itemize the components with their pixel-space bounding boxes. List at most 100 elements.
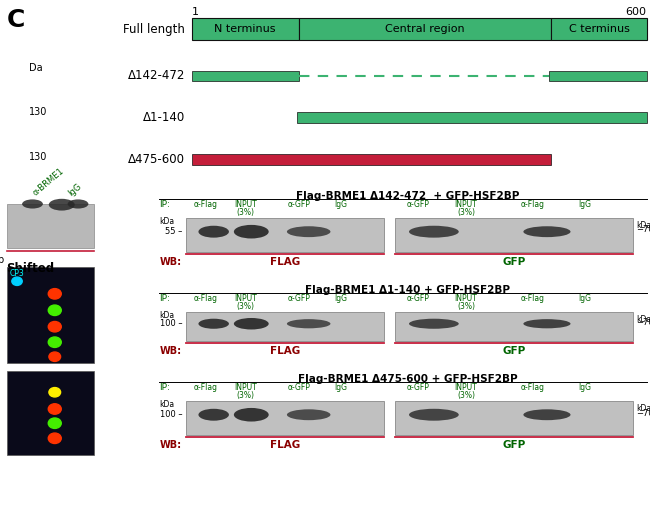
- Ellipse shape: [287, 319, 330, 328]
- Text: INPUT
(3%): INPUT (3%): [234, 294, 257, 311]
- Ellipse shape: [198, 409, 229, 420]
- Text: 1: 1: [192, 7, 199, 17]
- Text: Full length: Full length: [124, 23, 185, 36]
- Text: Δ475-600: Δ475-600: [128, 153, 185, 166]
- Text: kDa: kDa: [159, 400, 174, 408]
- Text: N terminus: N terminus: [214, 24, 276, 35]
- Ellipse shape: [68, 199, 88, 209]
- Text: IP:: IP:: [159, 383, 170, 392]
- Ellipse shape: [22, 199, 43, 209]
- Text: IgG: IgG: [578, 383, 592, 392]
- Text: INPUT
(3%): INPUT (3%): [454, 200, 477, 217]
- Ellipse shape: [234, 318, 268, 329]
- Circle shape: [48, 404, 61, 414]
- Bar: [297, 112, 647, 123]
- Ellipse shape: [523, 410, 571, 420]
- Text: Flag-BRME1 Δ142-472  + GFP-HSF2BP: Flag-BRME1 Δ142-472 + GFP-HSF2BP: [296, 191, 519, 201]
- Ellipse shape: [234, 408, 268, 422]
- Bar: [192, 154, 551, 165]
- Bar: [192, 18, 298, 40]
- Bar: [6, 204, 94, 248]
- Bar: [186, 312, 384, 341]
- Ellipse shape: [287, 226, 330, 237]
- Text: IgG: IgG: [334, 383, 347, 392]
- Text: WB:: WB:: [159, 257, 181, 267]
- Text: IP:: IP:: [159, 200, 170, 209]
- Text: IP:: IP:: [159, 294, 170, 303]
- Text: 600: 600: [626, 7, 647, 17]
- Text: 100 –: 100 –: [160, 410, 183, 419]
- Bar: [395, 312, 632, 341]
- Text: α-Flag: α-Flag: [194, 294, 218, 303]
- Ellipse shape: [198, 319, 229, 329]
- Text: WB:: WB:: [159, 346, 181, 356]
- Text: GFP: GFP: [502, 346, 525, 356]
- Bar: [6, 267, 94, 363]
- Bar: [549, 71, 647, 81]
- Text: Central region: Central region: [385, 24, 465, 35]
- Text: α-BRME1: α-BRME1: [31, 166, 66, 198]
- Bar: [395, 218, 632, 252]
- Circle shape: [48, 433, 61, 444]
- Text: p: p: [0, 255, 3, 265]
- Text: α-GFP: α-GFP: [287, 294, 310, 303]
- Circle shape: [49, 388, 60, 397]
- Text: α-Flag: α-Flag: [521, 294, 545, 303]
- Text: Shifted: Shifted: [6, 262, 55, 275]
- Circle shape: [49, 352, 60, 361]
- Ellipse shape: [409, 226, 459, 237]
- Text: Flag-BRME1 Δ475-600 + GFP-HSF2BP: Flag-BRME1 Δ475-600 + GFP-HSF2BP: [298, 374, 518, 384]
- Bar: [6, 371, 94, 455]
- Text: INPUT
(3%): INPUT (3%): [454, 383, 477, 400]
- Text: 130: 130: [29, 107, 47, 118]
- Text: α-GFP: α-GFP: [287, 200, 310, 209]
- Text: FLAG: FLAG: [270, 440, 300, 450]
- Circle shape: [48, 418, 61, 428]
- Circle shape: [48, 322, 61, 332]
- Text: kDa: kDa: [159, 217, 174, 225]
- Text: INPUT
(3%): INPUT (3%): [454, 294, 477, 311]
- Text: kDa: kDa: [636, 404, 650, 413]
- Text: IgG: IgG: [334, 200, 347, 209]
- Bar: [186, 218, 384, 252]
- Text: FLAG: FLAG: [270, 257, 300, 267]
- Text: α-GFP: α-GFP: [407, 294, 430, 303]
- Ellipse shape: [409, 409, 459, 420]
- Text: kDa: kDa: [636, 315, 650, 324]
- Ellipse shape: [49, 199, 75, 211]
- Text: α-Flag: α-Flag: [194, 383, 218, 392]
- Text: α-Flag: α-Flag: [194, 200, 218, 209]
- Text: IgG: IgG: [578, 294, 592, 303]
- Text: α-GFP: α-GFP: [407, 383, 430, 392]
- Text: α-GFP: α-GFP: [287, 383, 310, 392]
- Text: 55 –: 55 –: [165, 227, 183, 236]
- Text: FLAG: FLAG: [270, 346, 300, 356]
- Text: GFP: GFP: [502, 440, 525, 450]
- Bar: [551, 18, 647, 40]
- Bar: [192, 71, 298, 81]
- Text: Δ142-472: Δ142-472: [128, 70, 185, 82]
- Text: INPUT
(3%): INPUT (3%): [234, 200, 257, 217]
- Ellipse shape: [523, 319, 571, 328]
- Circle shape: [12, 277, 22, 286]
- Text: α-GFP: α-GFP: [407, 200, 430, 209]
- Text: −70: −70: [636, 318, 650, 327]
- Circle shape: [48, 337, 61, 347]
- Bar: [395, 401, 632, 435]
- Ellipse shape: [287, 410, 330, 420]
- Text: −70: −70: [636, 408, 650, 417]
- Text: Da: Da: [29, 63, 43, 73]
- Circle shape: [48, 289, 61, 299]
- Text: Δ1-140: Δ1-140: [143, 111, 185, 124]
- Text: kDa: kDa: [636, 221, 650, 230]
- Text: IgG: IgG: [578, 200, 592, 209]
- Text: −70: −70: [636, 225, 650, 234]
- Text: IgG: IgG: [334, 294, 347, 303]
- Text: kDa: kDa: [159, 311, 174, 320]
- Text: C terminus: C terminus: [569, 24, 629, 35]
- Text: INPUT
(3%): INPUT (3%): [234, 383, 257, 400]
- Bar: [186, 401, 384, 435]
- Text: GFP: GFP: [502, 257, 525, 267]
- Text: WB:: WB:: [159, 440, 181, 450]
- Bar: [298, 18, 551, 40]
